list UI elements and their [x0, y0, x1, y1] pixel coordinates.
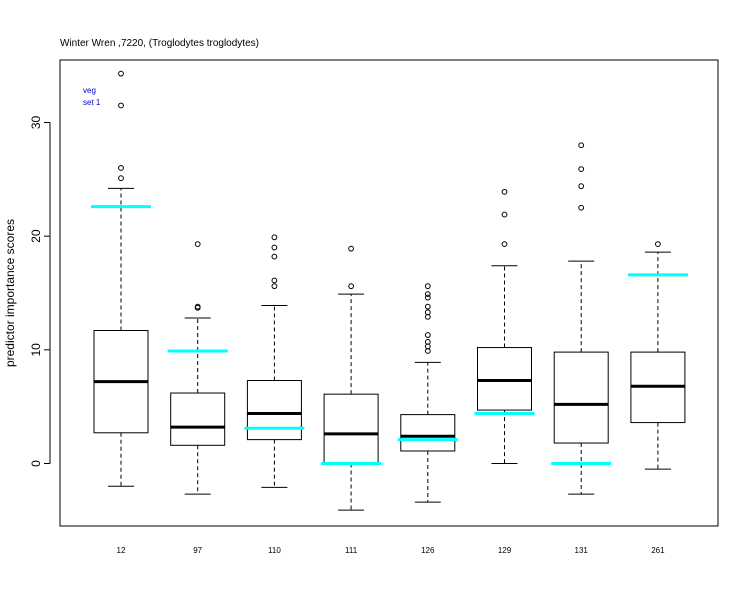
x-tick-label: 126: [421, 546, 435, 555]
box-iqr: [246, 380, 302, 441]
outlier-point: [424, 294, 431, 301]
box-series: [91, 70, 688, 511]
box-iqr: [477, 347, 532, 411]
box-131: [551, 142, 612, 495]
outlier-point: [501, 211, 508, 218]
box-iqr: [400, 414, 456, 452]
box-261: [627, 241, 688, 470]
x-tick-label: 12: [117, 546, 126, 555]
outlier-point: [424, 309, 431, 316]
outlier-point: [424, 291, 431, 298]
chart-title: Winter Wren ,7220, (Troglodytes troglody…: [60, 38, 259, 49]
box-126: [397, 283, 458, 503]
outlier-point: [271, 253, 278, 260]
outlier-point: [578, 166, 585, 173]
y-tick-label: 30: [29, 116, 43, 130]
outlier-point: [578, 183, 585, 190]
outlier-point: [271, 283, 278, 290]
outlier-point: [271, 277, 278, 284]
x-tick-label: 131: [575, 546, 589, 555]
y-tick-label: 0: [29, 460, 43, 467]
x-tick-label: 110: [268, 546, 281, 555]
outlier-point: [501, 241, 508, 248]
legend-line-2: set 1: [83, 98, 101, 107]
x-tick-label: 111: [345, 546, 358, 555]
box-12: [91, 70, 151, 487]
outlier-point: [424, 303, 431, 310]
x-tick-label: 97: [193, 546, 202, 555]
outlier-point: [194, 303, 201, 310]
box-111: [321, 245, 382, 511]
outlier-point: [501, 188, 508, 195]
outlier-point: [194, 241, 201, 248]
outlier-point: [271, 234, 278, 241]
outlier-point: [424, 283, 431, 290]
box-110: [244, 234, 305, 488]
box-iqr: [323, 393, 379, 464]
outlier-point: [271, 244, 278, 251]
outlier-point: [424, 338, 431, 345]
outlier-point: [348, 283, 355, 290]
legend-line-1: veg: [83, 86, 96, 95]
outlier-point: [118, 175, 124, 182]
plot-frame: [59, 59, 719, 527]
outlier-point: [118, 70, 124, 77]
outlier-point: [424, 332, 431, 338]
x-tick-label: 261: [651, 546, 665, 555]
y-axis: 0 10 20 30: [29, 116, 51, 467]
box-129: [474, 188, 535, 464]
x-tick-label: 129: [498, 546, 512, 555]
y-axis-label: predictor importance scores: [3, 219, 17, 367]
outlier-point: [578, 142, 585, 149]
y-tick-label: 10: [29, 343, 43, 357]
outlier-point: [118, 165, 124, 171]
box-iqr: [170, 392, 226, 446]
box-97: [167, 241, 228, 495]
outlier-point: [348, 245, 355, 252]
outlier-point: [655, 241, 661, 248]
outlier-point: [578, 204, 585, 211]
y-tick-label: 20: [29, 229, 43, 243]
x-axis: 12 97 110 111 126 129 131 261: [117, 546, 666, 555]
outlier-point: [118, 102, 124, 109]
box-iqr: [553, 351, 609, 444]
